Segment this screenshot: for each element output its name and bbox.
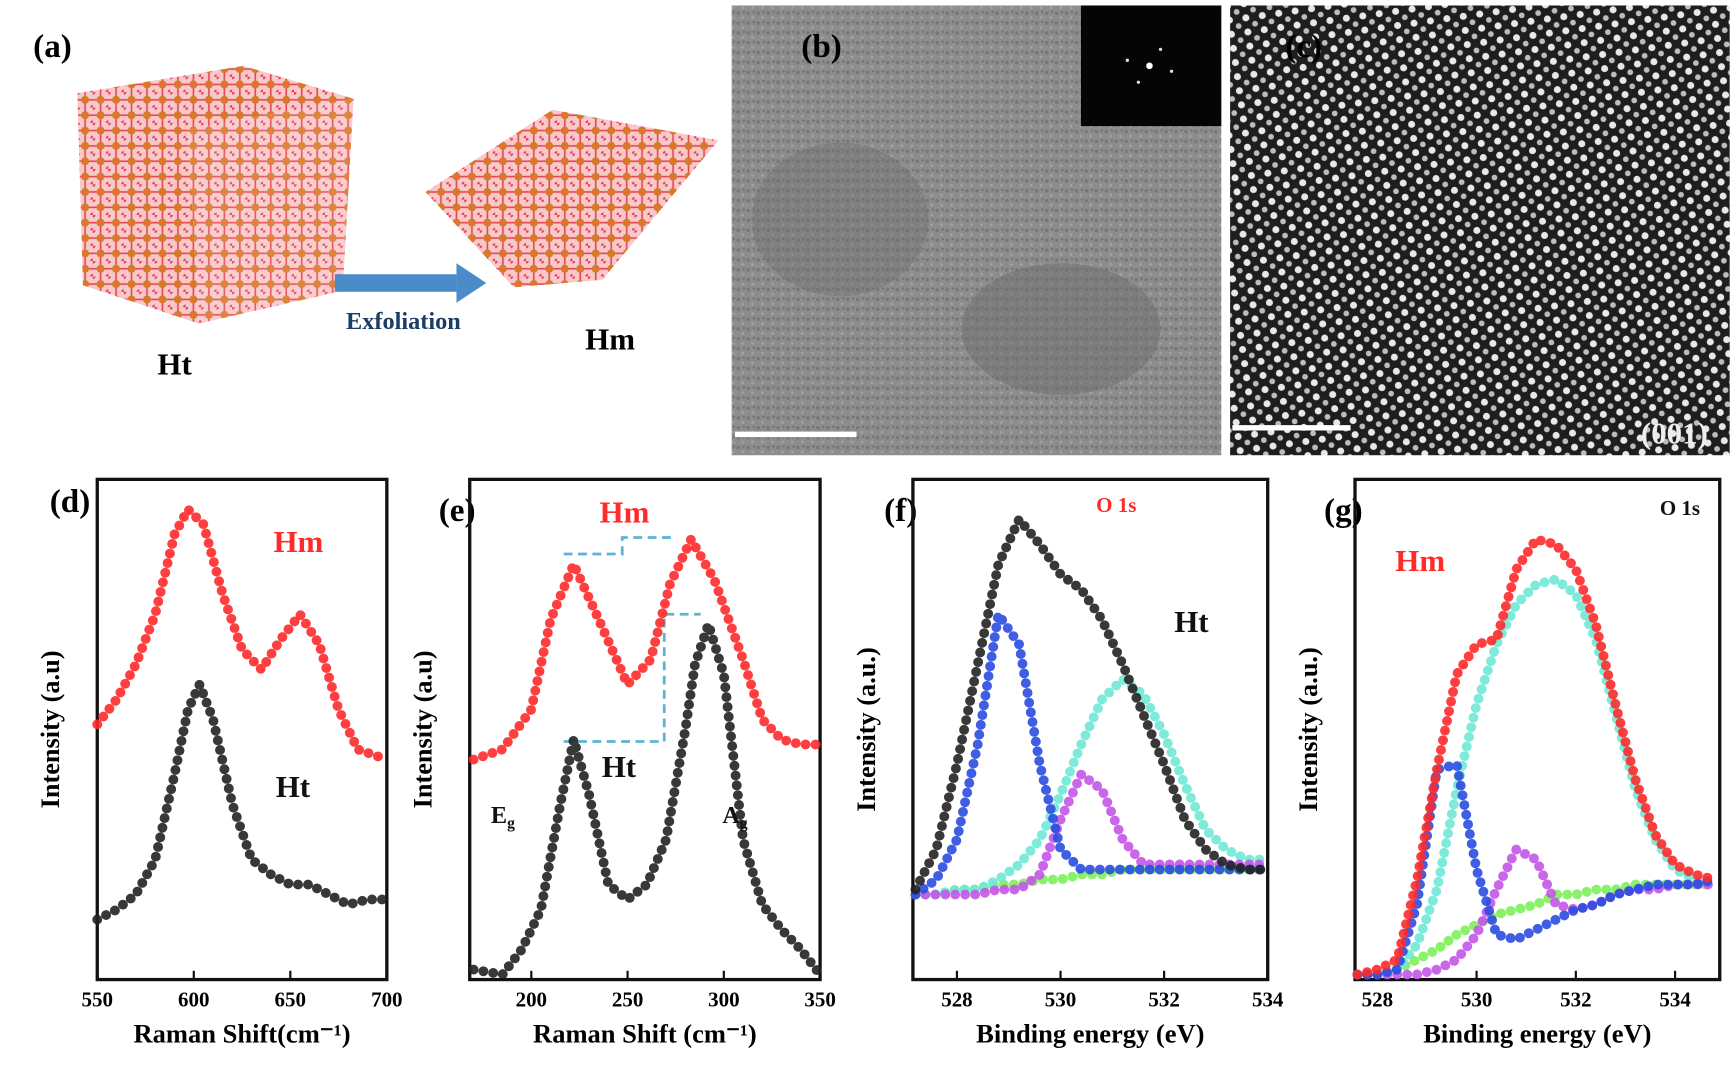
- series-line: [910, 601, 1273, 900]
- panel-label: (a): [33, 29, 72, 65]
- annotation: Hm: [1395, 544, 1445, 578]
- x-tick-label: 532: [1560, 987, 1591, 1011]
- tem-flake: [751, 142, 929, 297]
- schematic: [77, 65, 719, 324]
- annotation-subscript: g: [740, 814, 748, 831]
- x-axis-label: Binding energy (eV): [976, 1019, 1204, 1049]
- saed-spot: [1146, 62, 1153, 70]
- x-tick-label: 350: [804, 987, 835, 1011]
- annotation: O 1s: [1096, 493, 1136, 517]
- y-axis-label: Intensity (a.u): [35, 651, 65, 809]
- arrow-label: Exfoliation: [346, 308, 461, 335]
- saed-spot: [1158, 47, 1163, 52]
- annotation-text: Ht: [602, 750, 637, 784]
- annotation-text: Ht: [1174, 605, 1209, 639]
- annotation-text: O 1s: [1660, 496, 1700, 520]
- annotation-text: E: [491, 802, 507, 829]
- slab: [425, 109, 719, 288]
- plot-frame: [1353, 477, 1722, 982]
- annotation: Ht: [276, 770, 311, 804]
- annotation: O 1s: [1660, 496, 1700, 520]
- x-tick-label: 550: [82, 987, 113, 1011]
- arrow-head: [456, 263, 487, 303]
- x-tick-label: 200: [516, 987, 547, 1011]
- cube-left: [77, 93, 199, 324]
- x-tick-label: 534: [1659, 987, 1691, 1011]
- x-tick-label: 650: [275, 987, 306, 1011]
- x-tick-label: 530: [1461, 987, 1492, 1011]
- x-axis-label: Binding energy (eV): [1423, 1019, 1651, 1049]
- series-line: [1352, 842, 1720, 980]
- annotation: Ag: [722, 802, 748, 831]
- x-tick-label: 528: [941, 987, 972, 1011]
- tem-image: [731, 5, 1222, 456]
- series-line: [1352, 758, 1720, 980]
- saed-spot: [1169, 69, 1174, 73]
- panel-label: (g): [1324, 493, 1363, 529]
- schematic-label: Ht: [157, 348, 192, 382]
- y-axis-label: Intensity (a.u): [408, 651, 438, 809]
- plot-frame: [95, 477, 389, 982]
- x-tick-label: 534: [1252, 987, 1284, 1011]
- annotation-text: Hm: [273, 525, 323, 559]
- peak-guides: [563, 536, 701, 743]
- x-tick-label: 700: [371, 987, 402, 1011]
- annotation: Ht: [1174, 605, 1209, 639]
- annotation: Ht: [602, 750, 637, 784]
- arrow-body: [334, 274, 457, 292]
- plot-frame: [911, 477, 1270, 982]
- annotation: Hm: [273, 525, 323, 559]
- series-line: [468, 528, 826, 765]
- hrtem-background: [1230, 5, 1730, 456]
- series-line: [910, 766, 1273, 900]
- tem-flake: [961, 263, 1161, 395]
- series-line: [92, 671, 392, 925]
- annotation-text: O 1s: [1096, 493, 1136, 517]
- hrtem-label: (001): [1641, 417, 1708, 451]
- annotation-text: Ht: [276, 770, 311, 804]
- annotation: Eg: [491, 802, 515, 831]
- annotation: Hm: [600, 496, 650, 530]
- annotation-text: A: [722, 802, 740, 829]
- panel-label: (c): [1285, 29, 1322, 65]
- cube-right: [187, 98, 354, 324]
- guide-ht: [563, 612, 701, 743]
- plot-frame: [468, 477, 822, 982]
- x-tick-label: 528: [1362, 987, 1393, 1011]
- annotation-text: Hm: [1395, 544, 1445, 578]
- x-axis-label: Raman Shift(cm⁻¹): [134, 1019, 351, 1049]
- annotation-text: Hm: [600, 496, 650, 530]
- x-tick-label: 530: [1045, 987, 1076, 1011]
- schematic-label: Hm: [585, 322, 635, 356]
- cube-top: [77, 65, 354, 130]
- x-tick-label: 532: [1148, 987, 1179, 1011]
- series-line: [468, 608, 826, 980]
- y-axis-label: Intensity (a.u.): [1293, 647, 1323, 811]
- x-tick-label: 300: [708, 987, 739, 1011]
- panel-label: (b): [801, 29, 842, 65]
- saed-spot: [1136, 80, 1141, 84]
- x-tick-label: 250: [612, 987, 643, 1011]
- y-axis-label: Intensity (a.u.): [851, 647, 881, 811]
- annotation-subscript: g: [507, 814, 515, 831]
- x-tick-label: 600: [178, 987, 209, 1011]
- series-line: [92, 501, 392, 765]
- panel-label: (d): [50, 484, 91, 520]
- x-axis-label: Raman Shift (cm⁻¹): [533, 1019, 757, 1049]
- series-line: [910, 673, 1273, 900]
- guide-hm: [563, 536, 677, 556]
- hrtem-image: (001): [1230, 5, 1730, 456]
- series-line: [1352, 533, 1720, 980]
- series-line: [910, 510, 1273, 895]
- saed-spot: [1125, 58, 1129, 62]
